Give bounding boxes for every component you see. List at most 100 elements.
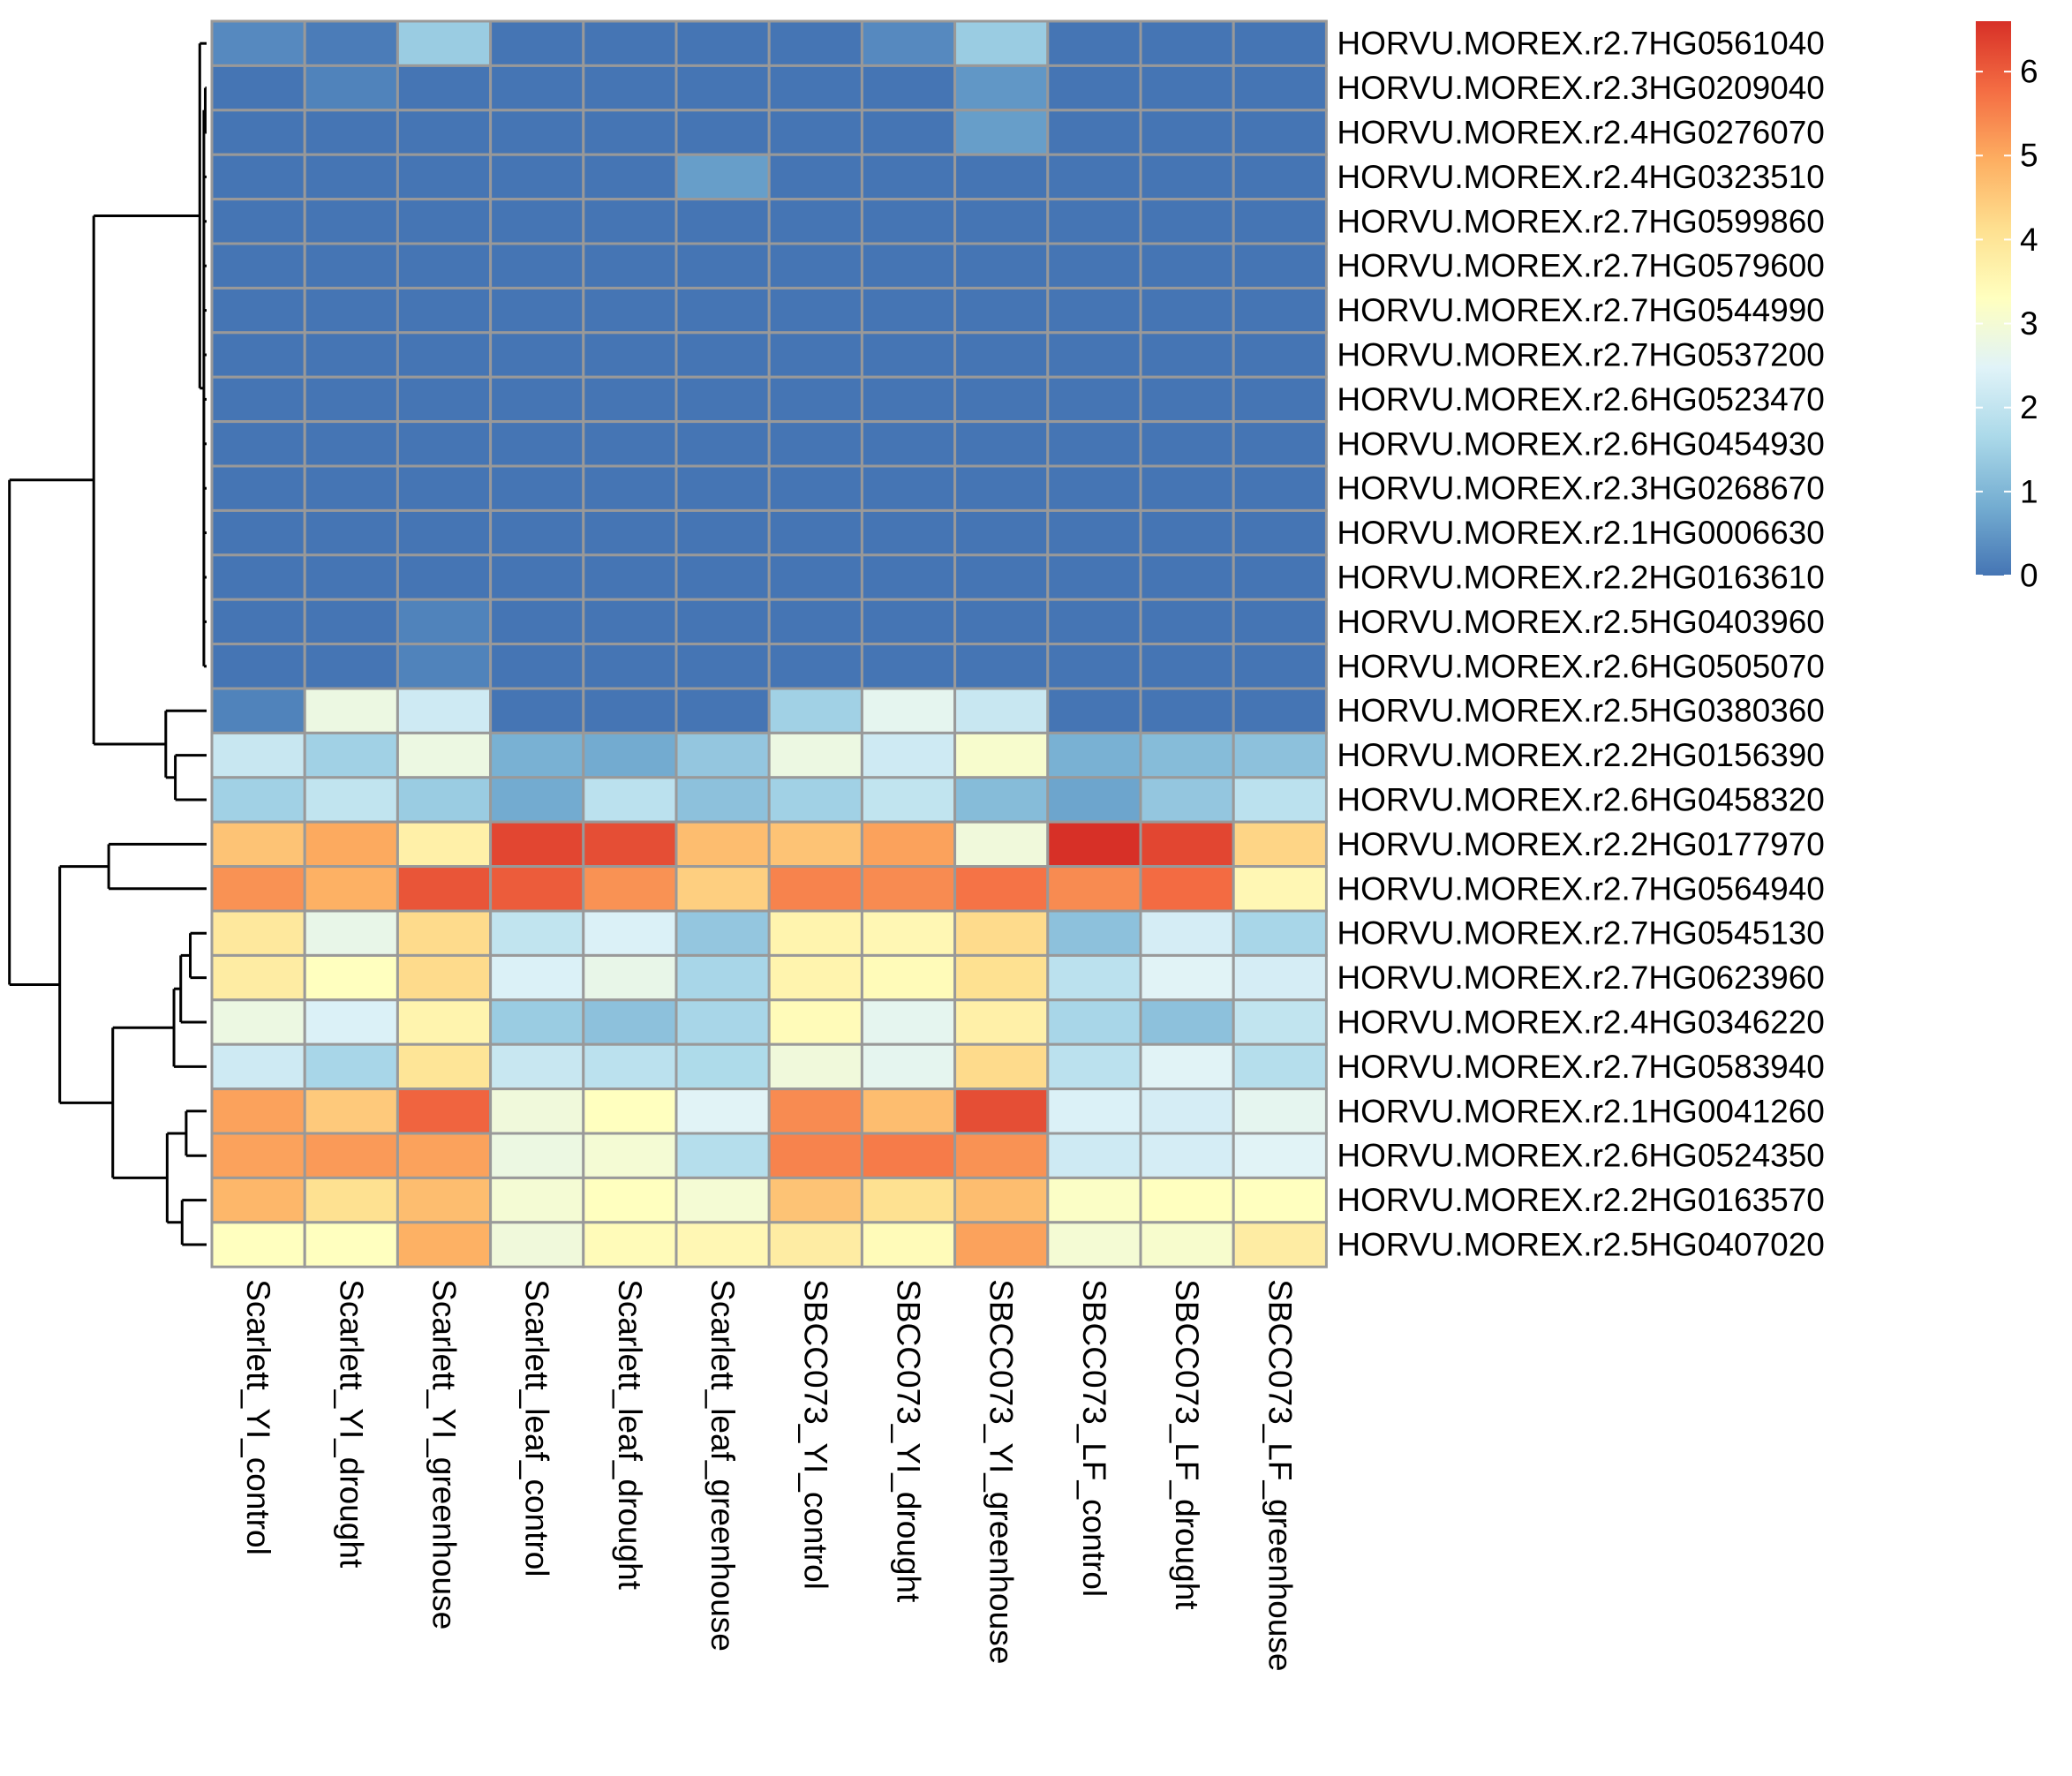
heatmap-cell: [396, 553, 493, 601]
heatmap-cell: [396, 687, 493, 734]
heatmap-cell: [396, 1221, 493, 1268]
heatmap-cell: [303, 109, 399, 156]
heatmap-cell: [767, 687, 863, 734]
heatmap-cell: [396, 198, 493, 245]
heatmap-cell: [489, 909, 585, 957]
heatmap-cell: [674, 1176, 771, 1224]
heatmap-cell: [1046, 19, 1142, 67]
heatmap-cell: [210, 153, 306, 201]
heatmap-cell: [1139, 909, 1235, 957]
heatmap-cell: [489, 643, 585, 690]
heatmap-cell: [1232, 153, 1328, 201]
heatmap-cell: [489, 464, 585, 512]
heatmap-cell: [582, 598, 678, 646]
heatmap-cell: [953, 1042, 1050, 1091]
heatmap-cell: [1232, 286, 1328, 335]
heatmap-cell: [396, 1042, 493, 1091]
heatmap-cell: [1139, 109, 1235, 156]
row-label: HORVU.MOREX.r2.5HG0380360: [1337, 693, 1824, 729]
heatmap-cell: [1232, 909, 1328, 957]
heatmap-cell: [303, 286, 399, 335]
heatmap-cell: [210, 687, 306, 734]
heatmap-cell: [953, 909, 1050, 957]
heatmap-cell: [1046, 1176, 1142, 1224]
heatmap-cell: [303, 198, 399, 245]
heatmap-cell: [582, 953, 678, 1002]
heatmap-cell: [767, 19, 863, 67]
heatmap-cell: [767, 909, 863, 957]
heatmap-cell: [396, 820, 493, 869]
heatmap-cell: [767, 331, 863, 379]
heatmap-cell: [1046, 286, 1142, 335]
colorbar-tick-label: 2: [2020, 389, 2038, 425]
heatmap-cell: [860, 731, 957, 779]
heatmap-cell: [1139, 19, 1235, 67]
heatmap-cell: [396, 1176, 493, 1224]
heatmap-cell: [1232, 1221, 1328, 1268]
heatmap-cell: [953, 1087, 1050, 1135]
heatmap-cell: [1046, 331, 1142, 379]
heatmap-cell: [953, 508, 1050, 557]
heatmap-cell: [210, 1176, 306, 1224]
heatmap-cell: [674, 508, 771, 557]
heatmap-cell: [1046, 109, 1142, 156]
heatmap-cell: [489, 420, 585, 468]
heatmap-cell: [860, 464, 957, 512]
heatmap-cell: [767, 820, 863, 869]
heatmap-cell: [767, 643, 863, 690]
heatmap-cell: [1232, 331, 1328, 379]
heatmap-cell: [860, 286, 957, 335]
heatmap-cell: [860, 375, 957, 424]
heatmap-cell: [767, 1087, 863, 1135]
heatmap-cell: [767, 508, 863, 557]
heatmap-cell: [1232, 953, 1328, 1002]
heatmap-cell: [582, 331, 678, 379]
heatmap-cell: [303, 508, 399, 557]
colorbar-legend: 0 1 2 3 4 5 6: [1976, 21, 2038, 594]
heatmap-cell: [489, 1042, 585, 1091]
heatmap-cell: [1232, 865, 1328, 913]
heatmap-cell: [767, 865, 863, 913]
heatmap-cell: [489, 953, 585, 1002]
heatmap-cell: [396, 464, 493, 512]
heatmap-cell: [582, 153, 678, 201]
row-label: HORVU.MOREX.r2.5HG0407020: [1337, 1227, 1824, 1263]
heatmap-cell: [1232, 598, 1328, 646]
heatmap-cell: [1139, 1042, 1235, 1091]
heatmap-cell: [582, 64, 678, 112]
heatmap-cell: [582, 286, 678, 335]
heatmap-cell: [489, 198, 585, 245]
heatmap-cell: [674, 998, 771, 1046]
heatmap-cell: [953, 198, 1050, 245]
heatmap-cell: [674, 1132, 771, 1179]
heatmap-cell: [1046, 1087, 1142, 1135]
column-label: Scarlett_leaf_greenhouse: [704, 1279, 741, 1652]
heatmap-cell: [953, 109, 1050, 156]
row-label: HORVU.MOREX.r2.3HG0268670: [1337, 470, 1824, 507]
heatmap-cell: [1232, 1087, 1328, 1135]
heatmap-cell: [210, 1087, 306, 1135]
column-label: SBCC073_YI_greenhouse: [983, 1279, 1020, 1664]
column-label: SBCC073_LF_greenhouse: [1262, 1279, 1298, 1671]
heatmap-cell: [303, 331, 399, 379]
heatmap-cell: [1139, 820, 1235, 869]
heatmap-cell: [1046, 909, 1142, 957]
heatmap-cell: [396, 331, 493, 379]
heatmap-cell: [1139, 1176, 1235, 1224]
row-label: HORVU.MOREX.r2.7HG0537200: [1337, 337, 1824, 373]
row-label: HORVU.MOREX.r2.2HG0163610: [1337, 560, 1824, 596]
heatmap-cell: [767, 1221, 863, 1268]
heatmap-cell: [1232, 420, 1328, 468]
heatmap-cell: [860, 776, 957, 824]
heatmap-cell: [860, 198, 957, 245]
heatmap-cell: [303, 1042, 399, 1091]
colorbar-tick-label: 3: [2020, 305, 2038, 342]
heatmap-cell: [582, 1221, 678, 1268]
heatmap-cell: [860, 998, 957, 1046]
heatmap-cell: [953, 865, 1050, 913]
heatmap-cell: [1046, 420, 1142, 468]
heatmap-cell: [210, 420, 306, 468]
row-label: HORVU.MOREX.r2.2HG0177970: [1337, 826, 1824, 862]
heatmap-cell: [303, 420, 399, 468]
heatmap-cell: [489, 19, 585, 67]
